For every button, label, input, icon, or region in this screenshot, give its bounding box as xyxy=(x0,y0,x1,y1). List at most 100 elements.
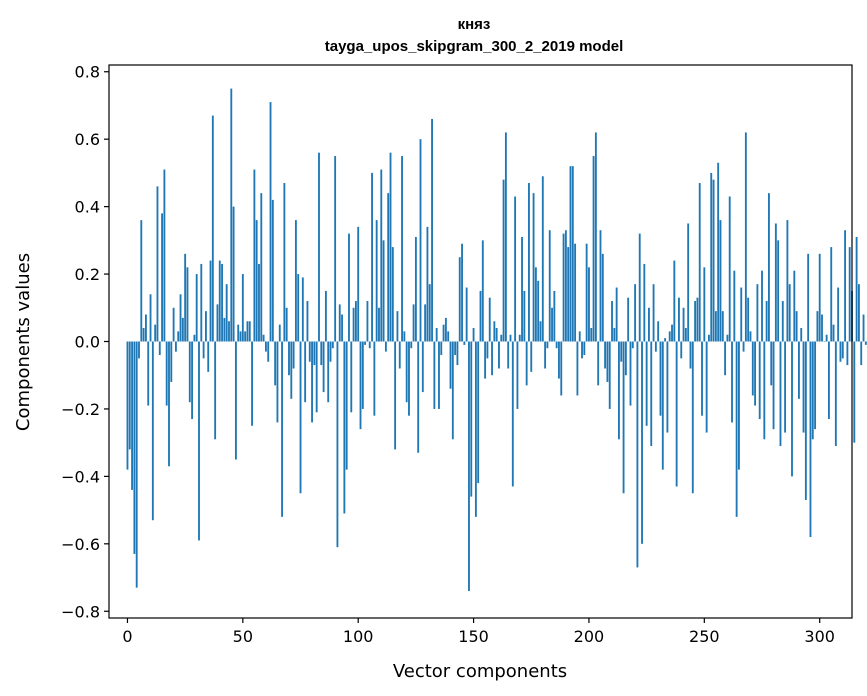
y-tick-label: 0.6 xyxy=(75,130,100,149)
bar xyxy=(204,311,207,342)
bar xyxy=(763,341,766,440)
bar xyxy=(345,341,348,470)
bar xyxy=(811,341,814,440)
bar xyxy=(648,307,650,342)
y-tick-label: −0.6 xyxy=(61,535,100,554)
bar xyxy=(641,341,643,544)
bar xyxy=(193,334,196,342)
bar xyxy=(654,341,657,352)
bar xyxy=(200,263,203,342)
bar xyxy=(719,220,722,342)
bar xyxy=(858,284,860,342)
bar xyxy=(364,341,367,345)
bar xyxy=(802,341,805,433)
bar xyxy=(361,341,364,409)
bar xyxy=(214,341,217,440)
bar xyxy=(588,267,590,342)
y-tick-label: 0.8 xyxy=(75,63,100,82)
bar xyxy=(301,277,304,342)
bar xyxy=(174,341,177,352)
bar xyxy=(438,341,440,409)
bar-series xyxy=(126,88,867,592)
bar xyxy=(848,247,851,342)
bar xyxy=(269,102,272,342)
bar xyxy=(234,341,237,460)
bar xyxy=(590,328,593,342)
bar xyxy=(548,230,551,342)
bar xyxy=(447,331,450,342)
bar xyxy=(823,341,826,342)
bar xyxy=(484,341,487,379)
bar xyxy=(825,334,828,342)
bar xyxy=(140,220,143,342)
bar xyxy=(624,341,627,376)
bar xyxy=(248,321,251,342)
bar xyxy=(698,183,701,342)
bar xyxy=(578,331,581,342)
x-tick-label: 200 xyxy=(574,627,605,646)
bar xyxy=(597,341,600,386)
bar xyxy=(394,341,397,450)
bar xyxy=(168,341,170,467)
bar xyxy=(525,341,528,386)
bar xyxy=(218,260,221,342)
bar xyxy=(207,341,210,372)
bar xyxy=(357,226,360,342)
bar xyxy=(431,118,433,342)
bar xyxy=(558,341,560,379)
bar xyxy=(798,341,800,399)
bar xyxy=(271,199,274,342)
bar xyxy=(528,183,530,342)
bar xyxy=(839,341,842,362)
bar xyxy=(221,263,223,342)
bar xyxy=(567,247,570,342)
bar xyxy=(733,270,736,342)
bar xyxy=(378,307,380,342)
bar xyxy=(800,328,803,342)
bar xyxy=(433,341,436,409)
bar xyxy=(846,341,849,366)
bar xyxy=(267,341,270,362)
y-tick-label: 0.4 xyxy=(75,198,100,217)
bar xyxy=(428,284,431,342)
bar xyxy=(576,341,579,396)
bar xyxy=(145,314,147,342)
bar xyxy=(754,341,757,406)
bar xyxy=(511,341,514,487)
bar xyxy=(380,169,383,342)
bar xyxy=(569,166,572,342)
bar xyxy=(391,247,394,342)
bar xyxy=(126,341,129,470)
bar xyxy=(451,341,454,440)
bar xyxy=(398,341,401,369)
bar xyxy=(313,341,316,366)
bar xyxy=(784,341,787,433)
bar xyxy=(521,236,523,342)
bar xyxy=(594,132,597,342)
bar xyxy=(338,304,341,342)
bar xyxy=(424,304,427,342)
bar xyxy=(463,341,466,345)
bar xyxy=(731,341,733,423)
bar xyxy=(631,341,634,349)
bar xyxy=(320,341,323,366)
bar xyxy=(645,341,648,426)
bar xyxy=(389,152,392,342)
bar xyxy=(627,297,630,342)
bar xyxy=(622,341,625,494)
bar xyxy=(156,186,159,342)
bar xyxy=(841,341,844,359)
bar xyxy=(260,193,263,342)
bar xyxy=(315,341,318,413)
bar xyxy=(652,284,655,342)
bar xyxy=(562,233,565,342)
bar xyxy=(322,341,325,393)
bar xyxy=(290,341,293,399)
bar xyxy=(684,328,687,342)
bar xyxy=(486,341,489,359)
chart-subtitle: tayga_upos_skipgram_300_2_2019 model xyxy=(325,38,624,55)
bar xyxy=(465,287,468,342)
bar xyxy=(184,253,187,342)
bar xyxy=(788,284,791,342)
bar xyxy=(230,88,233,342)
